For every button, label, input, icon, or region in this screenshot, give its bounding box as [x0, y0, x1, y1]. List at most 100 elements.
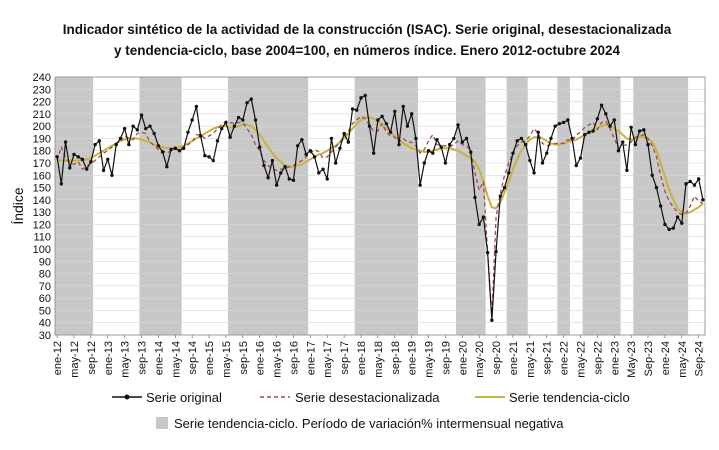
data-point [317, 171, 321, 175]
data-point [144, 126, 148, 131]
x-tick-label: may-19 [424, 341, 436, 378]
data-point [84, 167, 89, 171]
y-tick-label: 90 [39, 256, 51, 268]
data-point [397, 142, 401, 147]
data-point [80, 157, 85, 162]
data-point [207, 155, 211, 159]
shaded-period [139, 77, 182, 335]
y-tick-label: 80 [39, 269, 51, 281]
y-axis-label: Índice [10, 187, 26, 225]
x-tick-label: may-18 [373, 341, 385, 378]
y-tick-label: 160 [33, 170, 51, 182]
x-tick-label: ene-13 [103, 341, 115, 375]
shaded-period [582, 77, 621, 335]
data-point [232, 124, 237, 128]
data-point [405, 124, 410, 128]
data-point [76, 155, 80, 159]
data-point [325, 177, 329, 181]
y-tick-label: 30 [39, 330, 51, 342]
data-point [414, 136, 418, 141]
data-point [549, 136, 553, 141]
data-point [498, 194, 502, 198]
data-point [418, 183, 422, 187]
data-point [671, 226, 676, 230]
data-point [658, 204, 663, 208]
data-point [435, 137, 439, 142]
data-point [481, 215, 486, 219]
data-point [570, 136, 574, 141]
data-point [460, 140, 465, 144]
x-tick-label: may-20 [474, 341, 486, 378]
data-point [122, 126, 127, 131]
data-point [203, 153, 207, 158]
data-point [447, 142, 452, 147]
data-point [523, 142, 528, 147]
x-tick-label: may-16 [272, 341, 284, 378]
legend-swatch-shaded [156, 417, 168, 429]
y-tick-label: 190 [33, 133, 51, 145]
shaded-period [557, 77, 570, 335]
x-tick-label: sep-16 [288, 341, 300, 375]
data-point [384, 121, 389, 126]
legend-item-shaded: Serie tendencia-ciclo. Período de variac… [156, 416, 564, 431]
y-tick-label: 200 [33, 121, 51, 133]
data-point [274, 183, 279, 187]
data-point [591, 129, 595, 133]
x-axis-ticks: ene-12 may-12 sep-12 ene-13 may-13 sep-13 ene-… [52, 335, 706, 378]
data-point [287, 177, 291, 181]
legend-label-shaded: Serie tendencia-ciclo. Período de variac… [174, 416, 564, 431]
data-point [473, 195, 477, 200]
x-tick-label: May-23 [626, 341, 638, 378]
data-point [279, 171, 283, 175]
data-point [620, 140, 625, 144]
data-point [511, 151, 515, 155]
data-point [688, 179, 692, 184]
data-point [680, 221, 684, 225]
data-point [211, 158, 215, 163]
data-point [291, 178, 296, 182]
x-tick-label: sep-17 [339, 341, 351, 375]
legend-label-original: Serie original [146, 390, 222, 405]
data-point [595, 117, 600, 121]
y-axis-ticks: 3040506070809010011012013014015016017018… [33, 72, 51, 342]
data-point [63, 140, 68, 144]
y-tick-label: 150 [33, 183, 51, 195]
data-point [616, 149, 621, 153]
data-point [439, 145, 443, 149]
y-tick-label: 110 [33, 232, 51, 244]
data-point [127, 142, 131, 147]
data-point [152, 131, 156, 136]
data-point [587, 130, 591, 134]
data-point [258, 145, 262, 149]
x-tick-label: ene-19 [407, 341, 419, 375]
data-point [367, 124, 372, 128]
y-tick-label: 50 [39, 305, 51, 317]
data-point [696, 177, 701, 181]
data-point [215, 139, 220, 143]
data-point [295, 144, 300, 148]
chart-title-line-2: y tendencia-ciclo, base 2004=100, en núm… [114, 43, 621, 58]
data-point [110, 173, 114, 177]
data-point [236, 115, 241, 120]
data-point [464, 136, 469, 141]
x-tick-label: may-17 [322, 341, 334, 378]
data-point [388, 130, 393, 134]
x-tick-label: ene-17 [305, 341, 317, 375]
data-point [692, 183, 697, 187]
x-tick-label: sep-15 [238, 341, 250, 375]
x-tick-label: ene-23 [609, 341, 621, 375]
data-point [59, 182, 64, 186]
data-point [101, 168, 106, 173]
x-tick-label: ene-22 [559, 341, 571, 375]
data-point [220, 126, 224, 131]
data-point [156, 144, 161, 148]
data-point [139, 113, 144, 117]
data-point [118, 136, 123, 141]
data-point [637, 129, 642, 133]
data-point [249, 97, 253, 101]
x-tick-label: ene-15 [204, 341, 216, 375]
data-point [485, 250, 490, 255]
data-point [401, 104, 405, 109]
data-point [452, 136, 456, 141]
